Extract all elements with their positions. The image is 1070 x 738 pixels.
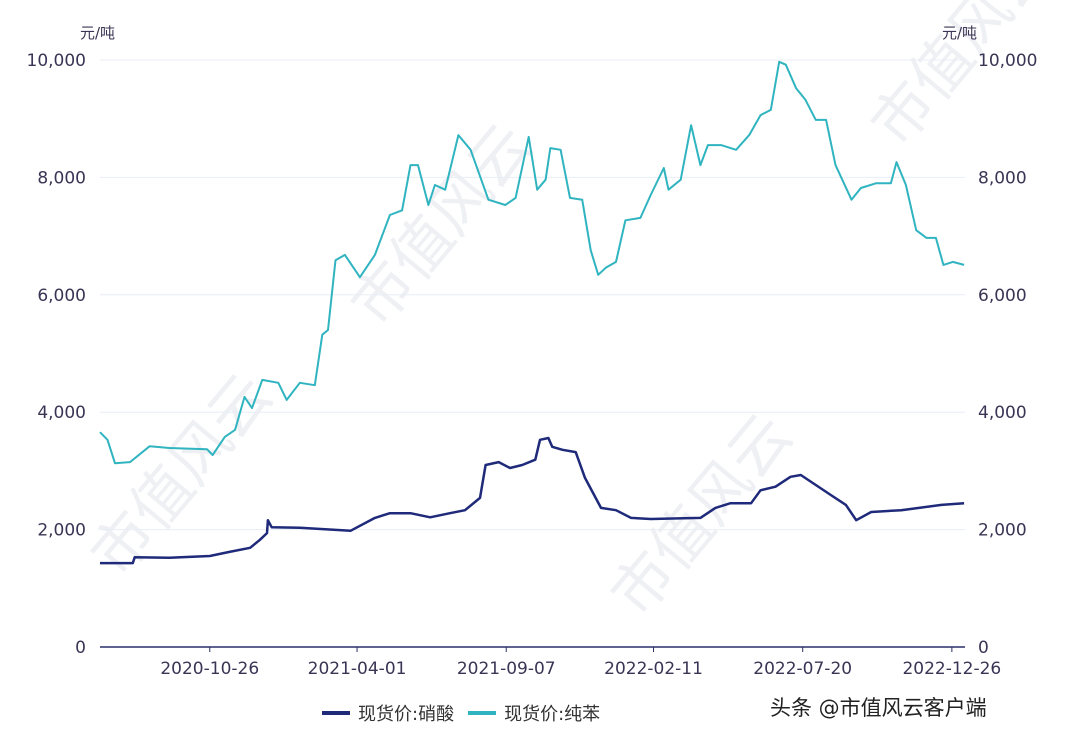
watermark-text: 市值风云 [338, 111, 546, 340]
y-tick-label-left: 0 [75, 638, 86, 658]
legend: 现货价:硝酸 现货价:纯苯 [322, 700, 614, 726]
left-unit-label: 元/吨 [80, 24, 115, 42]
y-tick-label-right: 4,000 [978, 403, 1027, 423]
y-tick-label-right: 6,000 [978, 286, 1027, 306]
y-tick-label-right: 10,000 [978, 51, 1037, 71]
y-tick-label-left: 8,000 [37, 168, 86, 188]
y-tick-label-left: 10,000 [27, 51, 86, 71]
x-tick-label: 2020-10-26 [160, 659, 259, 679]
legend-item-nitric-acid[interactable]: 现货价:硝酸 [322, 700, 454, 726]
watermark-text: 市值风云 [78, 361, 286, 590]
legend-swatch [468, 711, 497, 715]
right-unit-label: 元/吨 [942, 24, 977, 42]
y-tick-label-left: 4,000 [37, 403, 86, 423]
y-tick-label-right: 2,000 [978, 521, 1027, 541]
legend-label: 现货价:硝酸 [358, 704, 455, 725]
source-watermark: 头条 @市值风云客户端 [770, 696, 987, 720]
series-line-benzene [99, 60, 965, 465]
x-tick-label: 2022-02-11 [604, 659, 703, 679]
x-tick-label: 2021-04-01 [308, 659, 407, 679]
y-tick-label-right: 0 [978, 638, 989, 658]
y-tick-label-left: 2,000 [37, 521, 86, 541]
series-lines [99, 60, 965, 565]
legend-swatch [322, 711, 350, 715]
legend-label: 现货价:纯苯 [504, 704, 601, 725]
axes: 0 0 2,000 2,000 4,000 4,000 6,000 6,000 8,000 8,0… [27, 51, 1038, 679]
watermark-text: 市值风云 [598, 401, 806, 630]
y-tick-label-left: 6,000 [37, 286, 86, 306]
series-line-nitric-acid [100, 436, 965, 565]
x-tick-label: 2022-07-20 [753, 659, 852, 679]
x-tick-label: 2021-09-07 [457, 659, 556, 679]
x-tick-label: 2022-12-26 [902, 659, 1001, 679]
y-tick-label-right: 8,000 [978, 168, 1027, 188]
grid [100, 59, 965, 531]
legend-item-benzene[interactable]: 现货价:纯苯 [468, 700, 600, 726]
